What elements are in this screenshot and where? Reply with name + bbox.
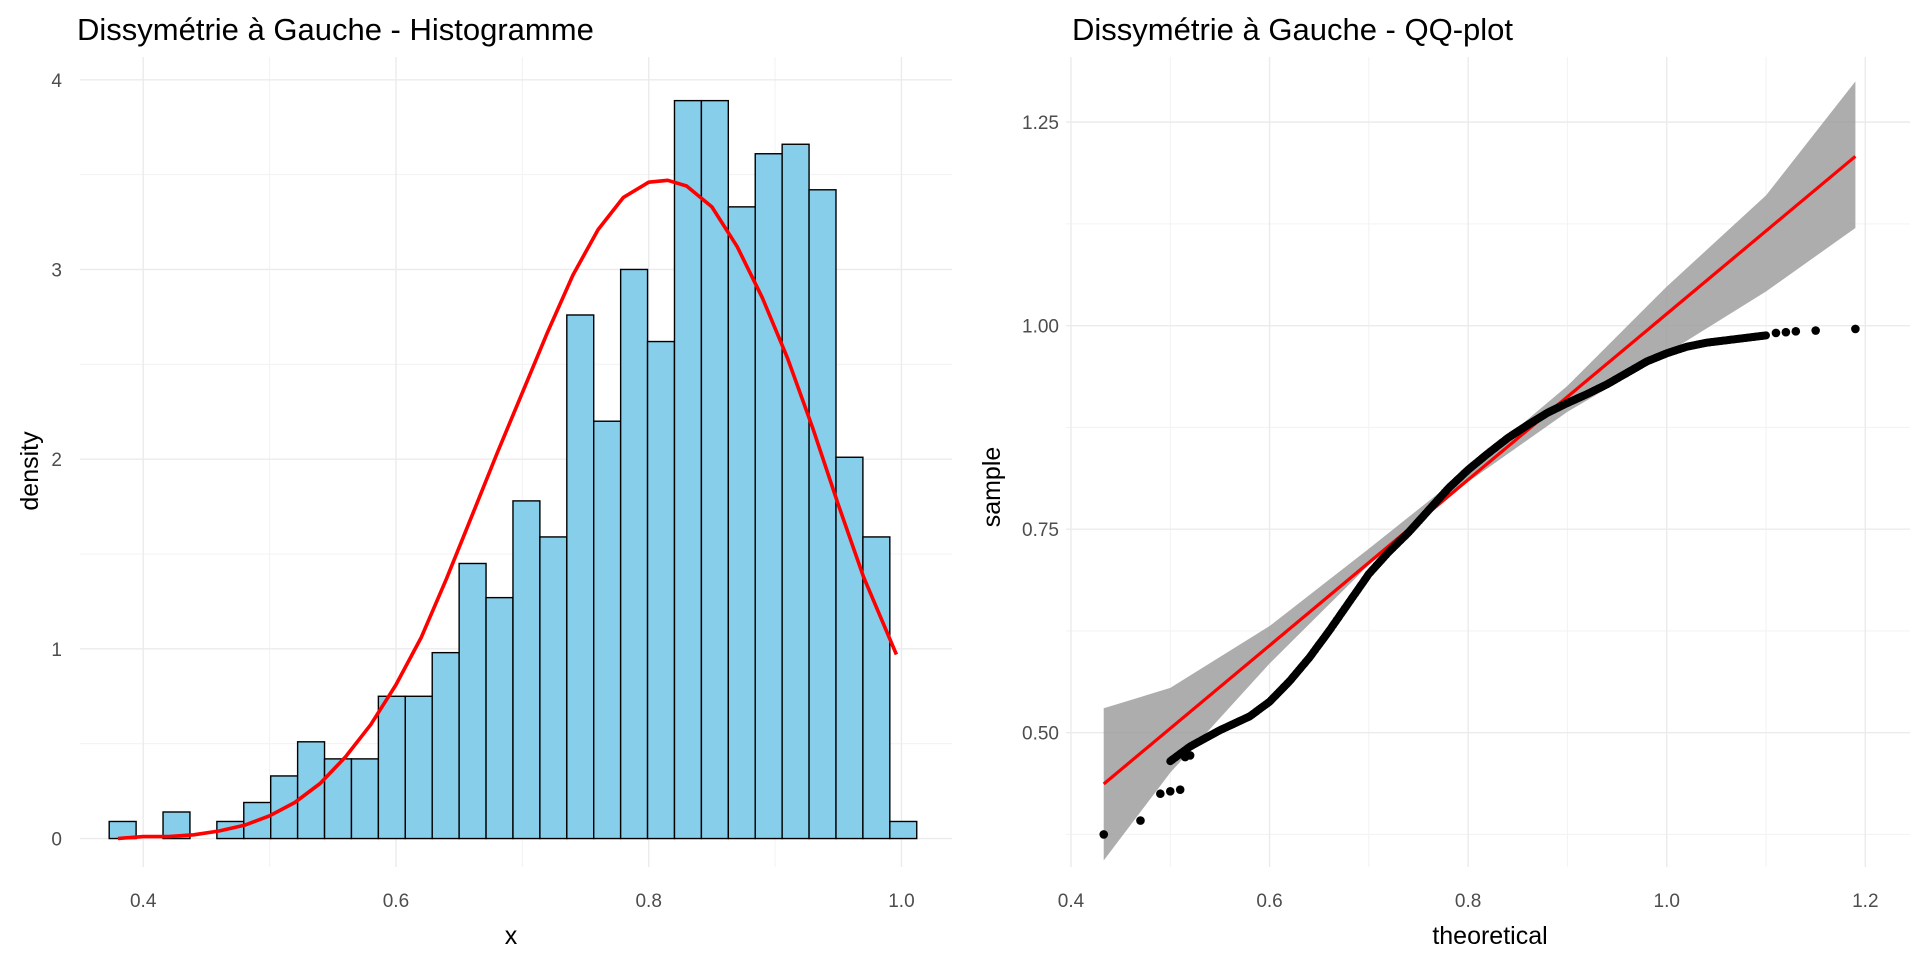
histogram-bar (323, 758, 353, 840)
histogram-bar (808, 189, 837, 840)
qq-point (1136, 816, 1145, 825)
histogram-y-tick-labels: 0 1 2 3 4 (51, 71, 62, 851)
histogram-x-tick-labels: 0.4 0.6 0.8 1.0 (130, 891, 915, 912)
qq-y-axis-label: sample (978, 447, 1006, 528)
histogram-bar (431, 651, 460, 840)
hist-y-tick-label: 0 (51, 830, 62, 851)
hist-y-tick-label: 2 (51, 450, 62, 471)
qq-x-tick-labels: 0.4 0.6 0.8 1.0 1.2 (1058, 891, 1879, 912)
qq-y-tick-labels: 0.50 0.75 1.00 1.25 (1022, 113, 1059, 745)
qq-point (1762, 331, 1770, 340)
histogram-bar (566, 314, 595, 840)
histogram-bar (485, 596, 514, 840)
qq-title: Dissymétrie à Gauche - QQ-plot (1072, 12, 1513, 47)
histogram-bar (646, 340, 676, 840)
qq-x-tick-label: 0.6 (1256, 891, 1282, 912)
histogram-bar (458, 562, 487, 840)
histogram-bar (539, 536, 568, 840)
hist-x-tick-label: 0.8 (635, 891, 661, 912)
histogram-bars (108, 99, 918, 840)
histogram-bar (512, 500, 541, 840)
qq-point (1185, 751, 1195, 760)
histogram-bar (727, 206, 756, 840)
qq-point (1165, 786, 1175, 796)
histogram-bar (889, 820, 918, 840)
qq-y-tick-label: 1.25 (1022, 113, 1059, 134)
histogram-panel: Dissymétrie à Gauche - Histogramme 0.4 0.… (16, 12, 952, 950)
histogram-bar (673, 99, 703, 840)
qq-point (1791, 327, 1801, 336)
qq-point (1811, 326, 1820, 335)
histogram-x-axis-label: x (505, 922, 518, 950)
hist-y-tick-label: 1 (51, 640, 62, 661)
qq-x-tick-label: 0.8 (1455, 891, 1481, 912)
hist-x-tick-label: 0.6 (383, 891, 409, 912)
histogram-bar (243, 801, 272, 840)
histogram-bar (619, 268, 649, 840)
qq-point (1156, 789, 1165, 799)
density-curve (117, 178, 899, 841)
qq-x-axis-label: theoretical (1432, 922, 1547, 950)
qq-point (1099, 830, 1109, 839)
histogram-bar (404, 695, 433, 840)
histogram-bar (377, 695, 406, 840)
qq-reference-line-group (1102, 155, 1857, 786)
qq-y-tick-label: 0.75 (1022, 520, 1059, 541)
qq-point (1771, 328, 1781, 338)
histogram-bar (754, 153, 783, 840)
histogram-bar (781, 143, 810, 840)
hist-y-tick-label: 4 (51, 71, 62, 92)
qq-point (1851, 324, 1860, 334)
qq-x-tick-label: 1.2 (1852, 891, 1878, 912)
hist-x-tick-label: 0.4 (130, 891, 157, 912)
qq-points (1099, 324, 1860, 839)
histogram-bar (350, 758, 380, 840)
hist-x-tick-label: 1.0 (888, 891, 914, 912)
hist-y-tick-label: 3 (51, 260, 62, 281)
qq-point (1781, 327, 1791, 337)
qq-x-tick-label: 1.0 (1654, 891, 1680, 912)
histogram-title: Dissymétrie à Gauche - Histogramme (77, 12, 594, 47)
qq-y-tick-label: 1.00 (1022, 317, 1059, 338)
qq-y-tick-label: 0.50 (1022, 724, 1059, 745)
qq-x-tick-label: 0.4 (1058, 891, 1085, 912)
qq-point (1175, 785, 1185, 794)
qq-panel: Dissymétrie à Gauche - QQ-plot 0.4 0.6 0.8… (978, 12, 1910, 950)
histogram-density-curve-group (117, 178, 899, 841)
histogram-y-axis-label: density (16, 431, 44, 511)
reference-line (1102, 155, 1857, 786)
histogram-bar (835, 456, 864, 840)
histogram-bar (593, 420, 622, 840)
